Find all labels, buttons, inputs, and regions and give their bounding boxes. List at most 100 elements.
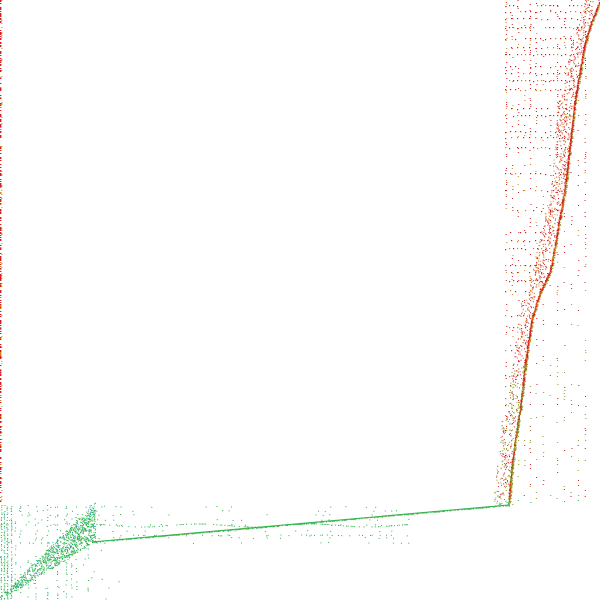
vertical-streak-dot [563,96,565,97]
dense-band-dot [587,22,589,24]
lower-diagonal-dot [393,515,395,517]
vertical-streak-dot [557,286,559,287]
vertical-streak-dot [535,477,537,478]
lower-left-dot [24,572,26,574]
lower-diagonal-dot [398,514,400,516]
dense-band-dot [570,75,572,77]
left-edge-dot [0,88,2,89]
dense-band-dot [526,321,528,323]
diagonal-dot [508,503,510,506]
lower-left-dot [87,538,89,540]
left-edge-dot [0,15,2,16]
dense-band-dot [567,133,569,135]
lower-left-dot [76,521,78,523]
left-edge-dot [0,418,2,419]
dense-band-dot [547,221,549,223]
diagonal-dot [533,312,535,314]
vertical-streak-dot [578,480,580,481]
horizontal-band-dot [535,272,537,274]
dense-band-dot [509,413,511,415]
vertical-streak-dot [506,156,508,157]
vertical-streak-dot [518,32,520,33]
lower-diagonal-dot [346,519,348,521]
lower-diagonal-dot [105,540,107,542]
diagonal-dot [580,72,582,74]
lower-left-dot [87,529,89,531]
lower-diagonal-dot [378,516,380,518]
lower-left-vertical-dot [4,592,6,593]
lower-left-dot [78,528,80,530]
lower-left-dot [70,537,72,539]
horizontal-band-dot [569,27,571,29]
diagonal-dot [535,307,537,309]
dense-band-dot [557,194,559,196]
dense-band-dot [559,124,561,126]
vertical-streak-dot [529,226,531,227]
dense-band-dot [528,291,530,293]
lower-left-dot [60,548,62,550]
lower-left-dot [77,534,79,536]
diagonal-dot [509,497,511,499]
horizontal-band-dot [510,232,512,234]
dense-band-dot [561,106,563,108]
diagonal-dot [590,23,592,25]
diagonal-dot [596,9,598,11]
lower-left-dot [60,553,62,555]
dense-band-dot [526,326,528,328]
diagonal-dot [589,26,591,28]
left-edge-dot [1,103,3,104]
vertical-streak-dot [505,420,507,421]
lower-left-dot [34,564,36,566]
horizontal-band-dot [533,248,535,250]
vertical-streak-dot [518,88,520,89]
dense-band-dot [567,117,569,119]
diagonal-dot [567,176,569,178]
lower-diagonal-dot [441,511,443,513]
vertical-streak-dot [585,76,587,77]
diagonal-dot [570,137,573,139]
lower-left-dot [22,576,24,578]
dense-band-dot [561,126,563,128]
lower-left-dot [57,562,59,564]
diagonal-dot [576,96,578,98]
vertical-streak-dot [577,445,579,446]
diagonal-dot [517,432,519,434]
diagonal-dot [528,357,530,359]
diagonal-dot [571,135,573,138]
left-edge-dot [0,184,2,185]
lower-left-dot [87,512,89,514]
horizontal-band-dot [513,5,515,7]
diagonal-dot [572,120,574,122]
lower-left-vertical-dot [3,535,5,536]
dense-band-dot [526,340,528,342]
dense-band-dot [573,63,575,65]
horizontal-band-dot [515,291,517,293]
dense-band-dot [524,302,526,304]
lower-diagonal-dot [485,507,487,509]
diagonal-dot [508,495,511,497]
horizontal-band-dot [555,38,557,40]
left-edge-dot [0,131,2,132]
horizontal-band-dot [505,54,507,56]
dense-band-dot [519,374,521,376]
vertical-streak-dot [585,98,587,99]
left-edge-dot [0,487,2,488]
dense-band-dot [532,306,534,308]
vertical-streak-dot [563,213,565,214]
diagonal-dot [571,134,573,137]
diagonal-dot [517,434,519,436]
dense-band-dot [522,387,524,389]
lower-left-dot [90,539,92,541]
diagonal-dot [513,472,515,474]
lower-left-vertical-dot [7,592,9,593]
diagonal-dot [587,34,590,36]
dense-band-dot [585,12,587,14]
dense-band-dot [549,212,551,214]
diagonal-dot [552,257,554,260]
dense-band-dot [546,267,548,269]
diagonal-dot [537,301,539,303]
lower-left-dot [72,548,74,550]
lower-diagonal-dot [354,519,356,521]
horizontal-band-dot [545,266,547,268]
horizontal-band-dot [541,115,543,117]
